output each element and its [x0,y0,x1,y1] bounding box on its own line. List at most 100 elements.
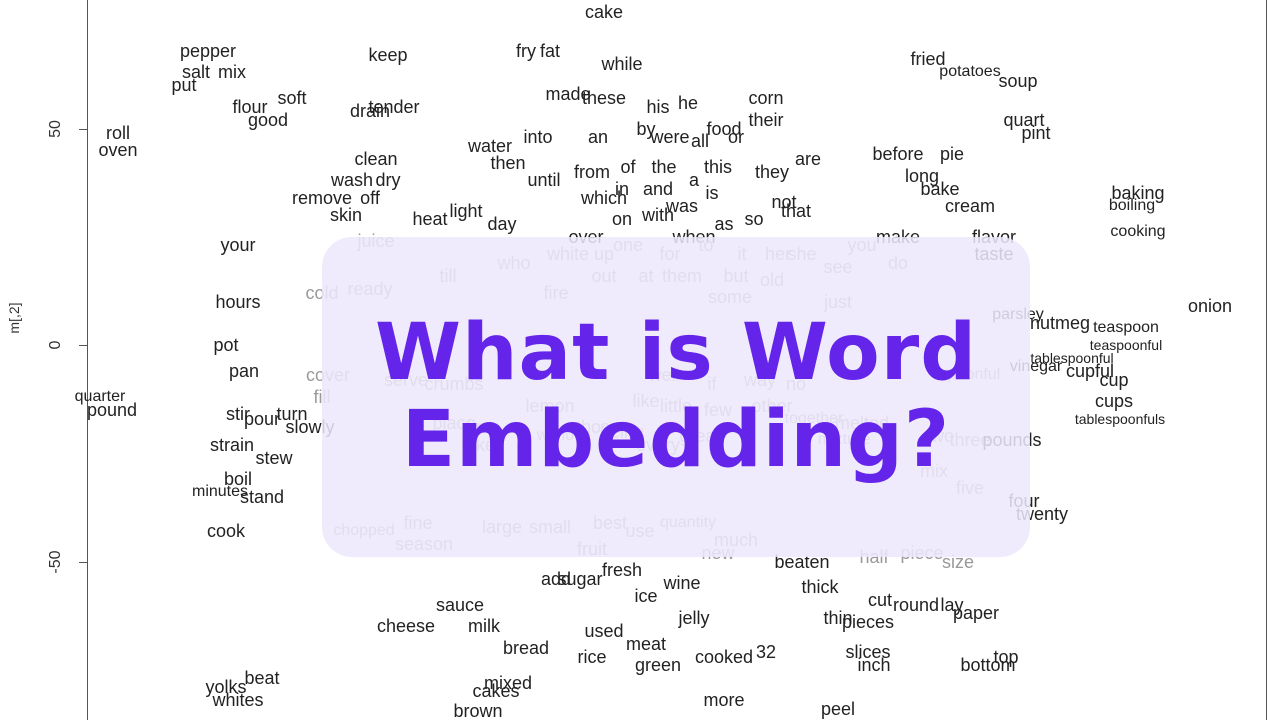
word-label: until [527,170,561,191]
word-label: with [641,205,675,226]
y-axis-line [87,0,88,720]
word-label: quarter [74,387,126,405]
word-label: clean [354,148,398,169]
word-label: teaspoonful [1089,337,1163,353]
word-label: off [360,187,380,208]
word-label: this [703,157,733,178]
word-label: pepper [179,40,237,61]
word-label: minutes [191,483,249,501]
word-label: soup [998,70,1038,91]
y-tick [79,561,87,563]
word-label: cook [206,521,246,542]
title-overlay: What is Word Embedding? [322,237,1030,557]
word-label: bake [920,179,960,200]
word-label: meat [625,633,667,654]
word-label: which [580,187,628,208]
y-tick-label: -50 [47,549,64,574]
word-label: before [872,144,924,165]
y-tick-label: 50 [47,119,64,138]
word-label: jelly [678,607,710,628]
word-label: boil [223,469,253,490]
word-label: tablespoonful [1030,349,1114,366]
word-label: nutmeg [1029,313,1091,334]
y-tick-label: 0 [47,340,64,350]
word-label: green [634,655,682,676]
word-label: on [611,209,633,230]
word-label: cupful [1065,360,1115,381]
word-label: drain [349,101,391,122]
word-label: yolks [205,677,247,698]
word-label: baking [1111,183,1165,204]
word-label: was [665,196,699,217]
word-label: more [703,690,745,711]
word-label: tender [368,96,420,117]
word-label: a [688,170,700,191]
word-label: of [620,157,636,178]
word-label: sugar [557,568,603,589]
word-label: or [727,127,745,148]
word-label: cream [944,196,996,217]
word-label: day [487,213,517,234]
word-label: pie [939,144,965,165]
y-tick [79,128,87,130]
word-label: as [714,213,734,234]
word-label: their [748,109,784,130]
word-label: sauce [435,594,485,615]
word-label: the [651,157,677,178]
word-label: put [171,75,197,96]
word-label: cups [1094,391,1134,412]
word-label: brown [453,701,503,721]
word-label: lay [940,594,964,615]
word-label: were [650,127,690,148]
word-label: fresh [601,560,643,581]
word-label: stand [239,486,285,507]
word-label: cut [867,590,893,611]
word-label: so [744,209,764,230]
word-label: pint [1021,122,1051,143]
word-label: cooking [1110,223,1166,241]
word-label: light [449,200,483,221]
word-label: thick [801,577,839,598]
word-label: onion [1187,296,1233,317]
word-label: 32 [755,642,777,663]
word-label: cooked [694,646,754,667]
word-label: size [941,551,975,572]
word-label: roll [105,122,131,143]
overlay-title-line-1: What is Word [374,307,978,398]
word-label: tablespoonfuls [1074,410,1166,427]
word-label: your [220,235,256,256]
word-label: by [636,118,656,139]
word-label: pieces [841,612,895,633]
word-label: hours [215,291,261,312]
word-label: cheese [376,616,436,637]
word-label: and [642,179,674,200]
word-label: his [646,96,670,117]
word-label: boiling [1108,197,1156,215]
word-label: whites [212,690,264,711]
word-label: salt [181,62,211,83]
word-label: food [706,118,742,139]
word-label: are [794,148,822,169]
word-label: round [892,594,940,615]
word-label: made [545,83,591,104]
y-tick [79,345,87,346]
word-label: an [587,127,609,148]
word-label: wine [663,573,701,594]
word-label: pour [243,408,281,429]
word-label: stew [255,447,293,468]
word-label: quart [1003,109,1045,130]
word-label: that [780,200,812,221]
word-label: dry [375,170,401,191]
word-label: water [467,135,513,156]
word-label: paper [952,603,1000,624]
word-label: used [584,620,624,641]
word-label: heat [412,209,448,230]
word-label: from [574,161,610,182]
word-label: in [614,179,630,200]
word-label: stir [226,404,250,425]
word-label: pound [86,399,138,420]
word-label: soft [277,88,307,109]
word-label: mixed [483,672,533,693]
y-axis-title: m[,2] [6,302,22,334]
word-label: pan [228,360,260,381]
